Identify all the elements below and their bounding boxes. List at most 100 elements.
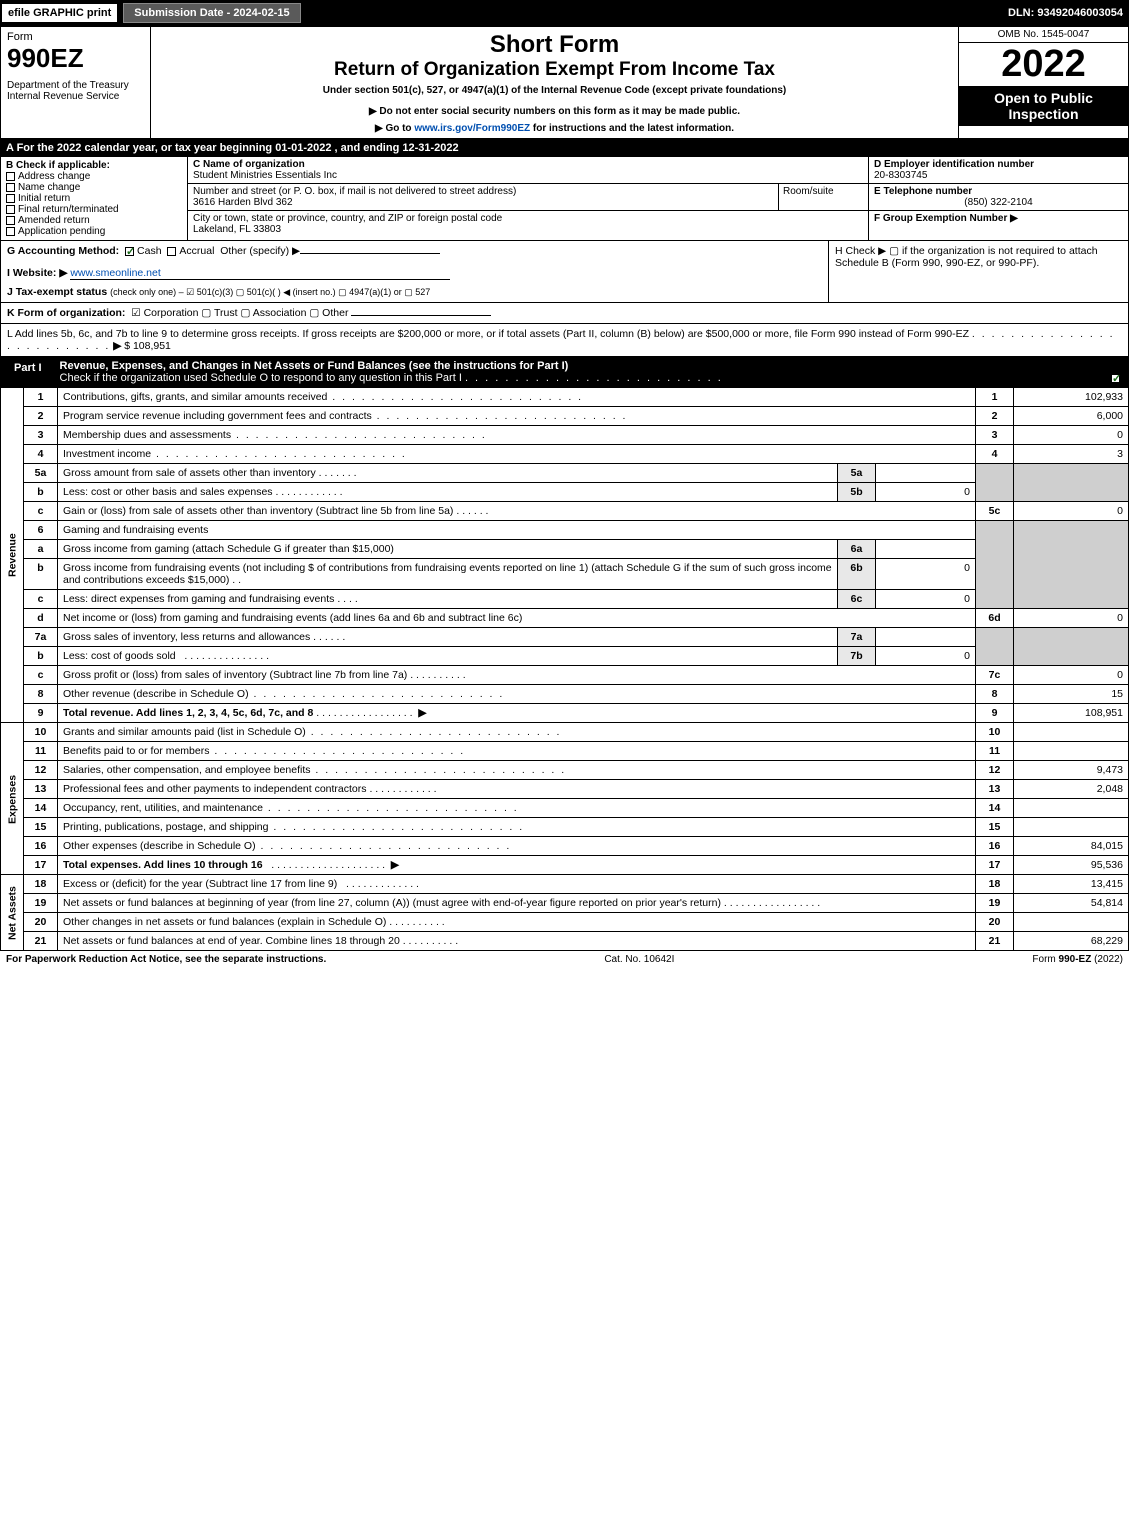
b-opt-final[interactable]: Final return/terminated [6,204,182,215]
ln-7b-text: Less: cost of goods sold . . . . . . . .… [58,647,838,666]
ln-15-text: Printing, publications, postage, and shi… [58,818,976,837]
h-text: H Check ▶ ▢ if the organization is not r… [835,245,1098,269]
b-opt-address[interactable]: Address change [6,171,182,182]
col-b-checkboxes: B Check if applicable: Address change Na… [1,157,188,240]
cash-checkbox[interactable] [125,247,134,256]
row-l: L Add lines 5b, 6c, and 7b to line 9 to … [0,324,1129,357]
schedule-o-checkbox[interactable] [1111,374,1120,383]
ln-1-box: 1 [976,388,1014,407]
expenses-section-label: Expenses [1,723,24,875]
top-bar: efile GRAPHIC print Submission Date - 20… [0,0,1129,26]
ln-6c-amt: 0 [876,590,976,609]
group-label: F Group Exemption Number ▶ [874,213,1018,224]
phone-value: (850) 322-2104 [874,197,1123,208]
ein-label: D Employer identification number [874,159,1123,170]
b-label: B Check if applicable: [6,160,182,171]
omb-number: OMB No. 1545-0047 [959,27,1128,43]
ln-5c-text: Gain or (loss) from sale of assets other… [58,502,976,521]
open-to-public-badge: Open to Public Inspection [959,86,1128,126]
k-rest: ☑ Corporation ▢ Trust ▢ Association ▢ Ot… [131,307,348,319]
ln-6-text: Gaming and fundraising events [58,521,976,540]
submission-date-button[interactable]: Submission Date - 2024-02-15 [123,3,300,23]
department-label: Department of the Treasury Internal Reve… [7,80,144,102]
ln-6d-amt: 0 [1014,609,1129,628]
ln-17-amt: 95,536 [1014,856,1129,875]
ln-20-text: Other changes in net assets or fund bala… [58,913,976,932]
f-group: F Group Exemption Number ▶ [869,211,1128,226]
phone-label: E Telephone number [874,186,1123,197]
i-label: I Website: ▶ [7,267,67,279]
k-label: K Form of organization: [7,307,125,319]
ln-17-text: Total expenses. Add lines 10 through 16 … [58,856,976,875]
ln-19-text: Net assets or fund balances at beginning… [58,894,976,913]
other-specify-line[interactable] [300,253,440,254]
g-accounting: G Accounting Method: Cash Accrual Other … [7,245,828,298]
website-link[interactable]: www.smeonline.net [70,267,450,280]
form-header: Form 990EZ Department of the Treasury In… [0,26,1129,139]
header-middle: Short Form Return of Organization Exempt… [151,27,958,138]
ln-16-text: Other expenses (describe in Schedule O) [58,837,976,856]
ln-21-text: Net assets or fund balances at end of ye… [58,932,976,951]
ln-7a-amt [876,628,976,647]
ln-11-amt [1014,742,1129,761]
c-name-cell: C Name of organization Student Ministrie… [188,157,868,184]
ln-4-amt: 3 [1014,445,1129,464]
ln-5a-amt [876,464,976,483]
c-name-label: C Name of organization [193,159,863,170]
org-city: Lakeland, FL 33803 [193,224,863,235]
footer-right: Form 990-EZ (2022) [1032,954,1123,965]
ln-13-text: Professional fees and other payments to … [58,780,976,799]
c-street-label: Number and street (or P. O. box, if mail… [193,186,778,197]
ln-14-text: Occupancy, rent, utilities, and maintena… [58,799,976,818]
org-name: Student Ministries Essentials Inc [193,170,863,181]
ln-14-amt [1014,799,1129,818]
ln-8-text: Other revenue (describe in Schedule O) [58,685,976,704]
j-rest: (check only one) – ☑ 501(c)(3) ▢ 501(c)(… [110,287,430,297]
ln-15-amt [1014,818,1129,837]
ln-1-amt: 102,933 [1014,388,1129,407]
part-i-check-note: Check if the organization used Schedule … [60,372,462,384]
ln-10-text: Grants and similar amounts paid (list in… [58,723,976,742]
ln-4-text: Investment income [58,445,976,464]
ln-21-amt: 68,229 [1014,932,1129,951]
under-section-note: Under section 501(c), 527, or 4947(a)(1)… [157,85,952,96]
ln-6a-amt [876,540,976,559]
k-other-line[interactable] [351,315,491,316]
irs-link[interactable]: www.irs.gov/Form990EZ [414,123,530,134]
j-label: J Tax-exempt status [7,286,107,298]
ln-20-amt [1014,913,1129,932]
b-opt-name[interactable]: Name change [6,182,182,193]
accrual-checkbox[interactable] [167,247,176,256]
row-gh: G Accounting Method: Cash Accrual Other … [0,241,1129,303]
ln-6b-text: Gross income from fundraising events (no… [58,559,838,590]
ln-12-text: Salaries, other compensation, and employ… [58,761,976,780]
ln-13-amt: 2,048 [1014,780,1129,799]
part-i-header: Part I Revenue, Expenses, and Changes in… [0,357,1129,387]
footer-catno: Cat. No. 10642I [604,954,674,965]
ln-2-text: Program service revenue including govern… [58,407,976,426]
ln-19-amt: 54,814 [1014,894,1129,913]
section-bcd: B Check if applicable: Address change Na… [0,157,1129,241]
ln-6a-text: Gross income from gaming (attach Schedul… [58,540,838,559]
ein-value: 20-8303745 [874,170,1123,181]
revenue-section-label: Revenue [1,388,24,723]
ln-7c-text: Gross profit or (loss) from sales of inv… [58,666,976,685]
b-opt-initial[interactable]: Initial return [6,193,182,204]
col-c: C Name of organization Student Ministrie… [188,157,868,240]
ln-6b-amt: 0 [876,559,976,590]
ln-7b-amt: 0 [876,647,976,666]
ln-5a-text: Gross amount from sale of assets other t… [58,464,838,483]
efile-print-label[interactable]: efile GRAPHIC print [2,4,117,22]
b-opt-amended[interactable]: Amended return [6,215,182,226]
ln-12-amt: 9,473 [1014,761,1129,780]
e-phone: E Telephone number (850) 322-2104 [869,184,1128,211]
ssn-note: ▶ Do not enter social security numbers o… [157,106,952,117]
b-opt-pending[interactable]: Application pending [6,226,182,237]
l-text: L Add lines 5b, 6c, and 7b to line 9 to … [7,328,969,340]
org-street: 3616 Harden Blvd 362 [193,197,778,208]
ln-3-amt: 0 [1014,426,1129,445]
short-form-title: Short Form [157,31,952,59]
dln-label: DLN: 93492046003054 [1008,7,1123,19]
ln-3-text: Membership dues and assessments [58,426,976,445]
page-footer: For Paperwork Reduction Act Notice, see … [0,951,1129,968]
